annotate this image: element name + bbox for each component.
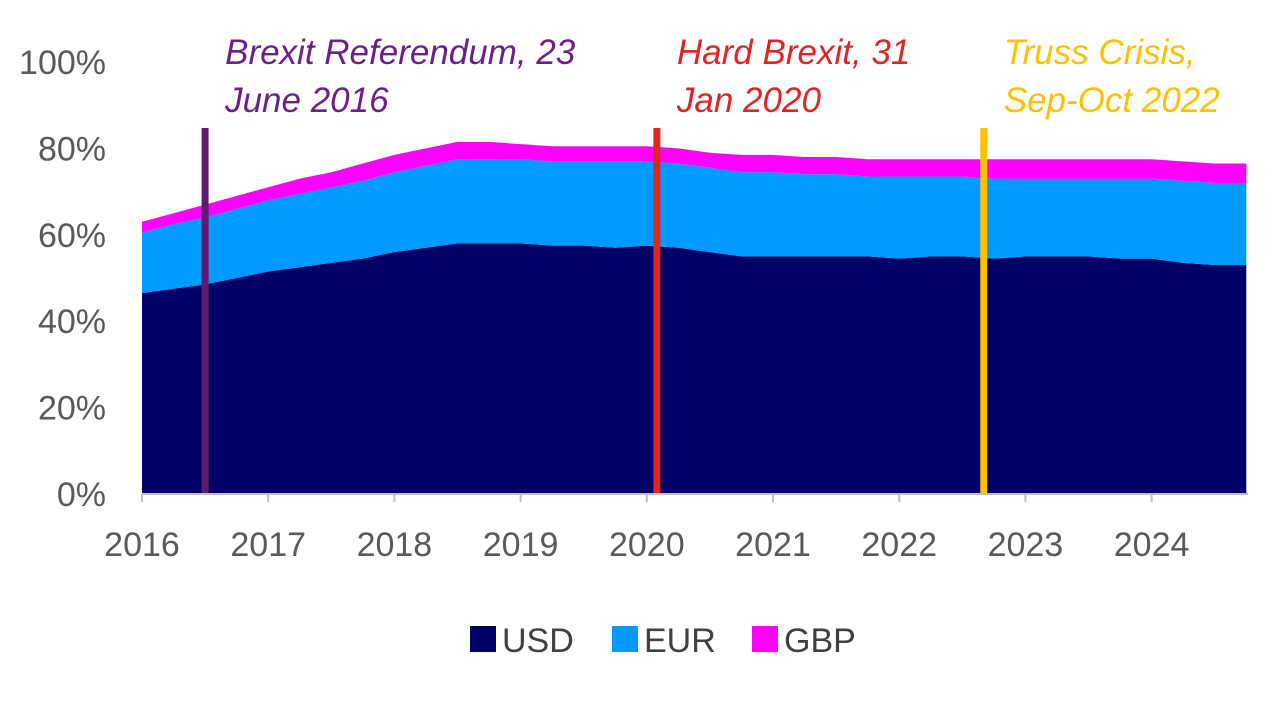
legend-label-eur: EUR [644,622,716,660]
y-axis-labels: 0% 20% 40% 60% 80% 100% [19,44,106,514]
area-series-group [142,141,1247,494]
y-tick-label: 0% [57,476,106,514]
event-annotation-2: Hard Brexit, 31 Jan 2020 [676,33,910,120]
legend-swatch-eur [612,626,638,652]
event-annotation-line: June 2016 [224,81,389,120]
x-axis-labels: 2016 2017 2018 2019 2020 2021 2022 2023 2024 [104,526,1189,564]
event-lines-group [201,128,988,494]
event-annotation-line: Sep-Oct 2022 [1004,81,1220,120]
y-tick-label: 80% [38,130,106,168]
x-tick-label: 2020 [609,526,685,564]
x-tick-label: 2018 [357,526,433,564]
y-tick-label: 60% [38,217,106,255]
x-axis-ticks [141,494,1153,502]
y-tick-label: 100% [19,44,106,82]
x-tick-label: 2016 [104,526,180,564]
event-annotation-1: Brexit Referendum, 23 June 2016 [224,33,576,120]
x-tick-label: 2023 [988,526,1064,564]
x-tick-label: 2024 [1114,526,1190,564]
y-tick-label: 20% [38,390,106,428]
event-annotation-line: Brexit Referendum, 23 [225,33,576,72]
x-tick-label: 2017 [230,526,306,564]
event-annotations: Brexit Referendum, 23 June 2016 Hard Brexi… [224,33,1220,120]
event-annotation-line: Hard Brexit, 31 [677,33,910,72]
x-tick-label: 2021 [735,526,811,564]
area-gbp [142,141,1247,233]
x-tick-label: 2019 [483,526,559,564]
y-tick-label: 40% [38,303,106,341]
legend-label-usd: USD [502,622,574,660]
event-annotation-line: Jan 2020 [676,81,822,120]
event-annotation-3: Truss Crisis, Sep-Oct 2022 [1004,33,1220,120]
legend-swatch-gbp [752,626,778,652]
legend: USD EUR GBP [470,622,856,660]
legend-swatch-usd [470,626,496,652]
event-annotation-line: Truss Crisis, [1004,33,1196,72]
area-usd [142,243,1247,494]
area-eur [142,159,1247,294]
x-tick-label: 2022 [861,526,937,564]
legend-label-gbp: GBP [784,622,856,660]
